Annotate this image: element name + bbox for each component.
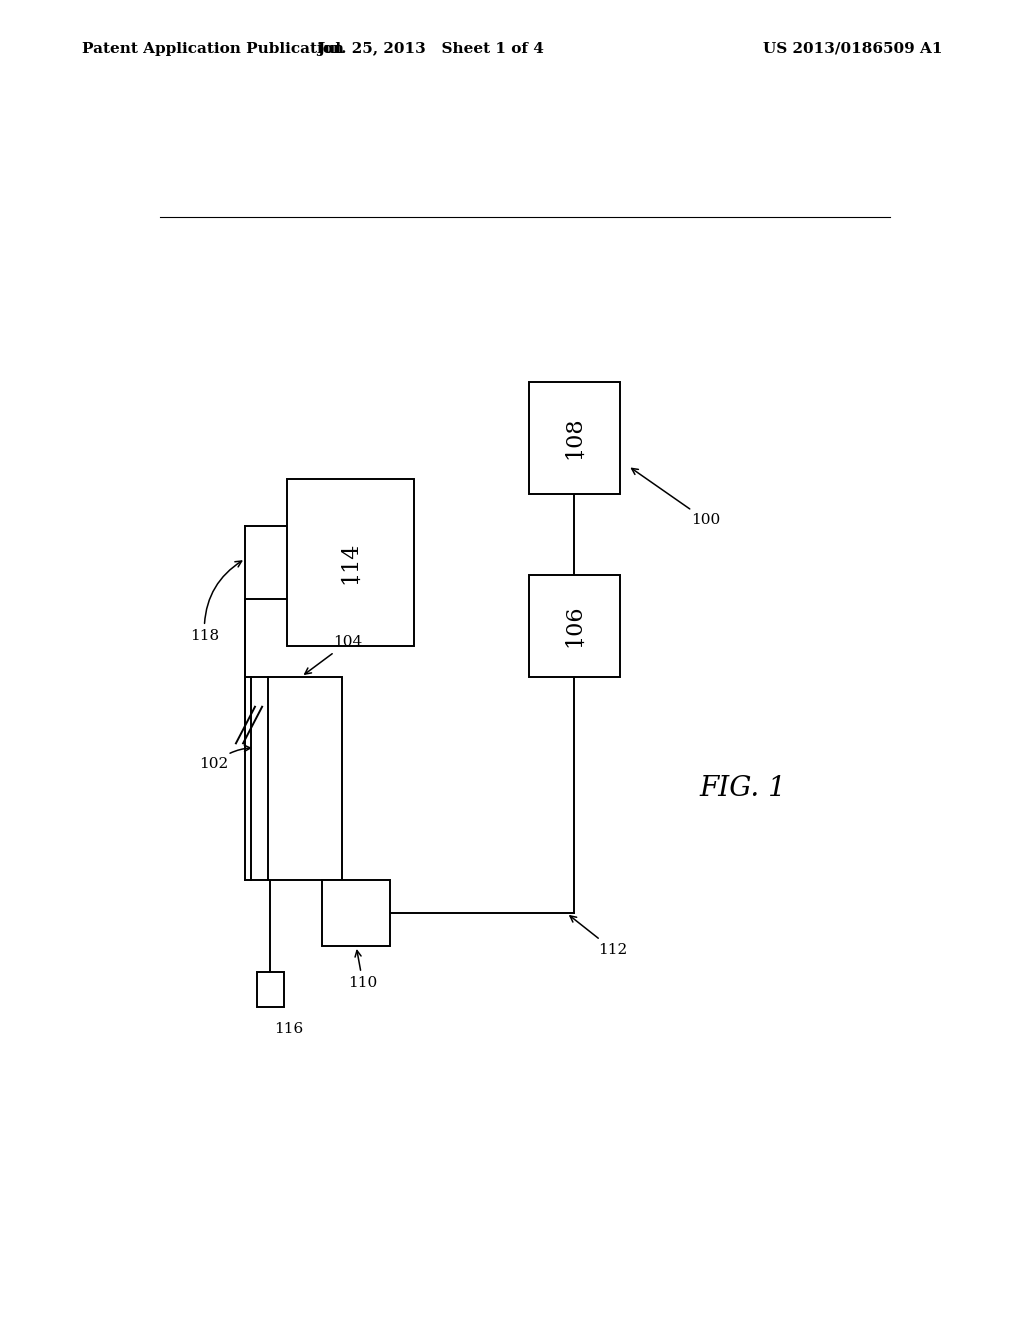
Bar xyxy=(528,381,621,494)
Text: 110: 110 xyxy=(348,950,378,990)
Bar xyxy=(287,479,414,647)
Bar xyxy=(323,880,390,946)
Text: 118: 118 xyxy=(189,561,242,643)
Bar xyxy=(257,972,285,1007)
Text: 108: 108 xyxy=(563,417,586,459)
Text: FIG. 1: FIG. 1 xyxy=(699,775,786,803)
Text: 116: 116 xyxy=(274,1022,304,1036)
Bar xyxy=(251,677,342,880)
Text: US 2013/0186509 A1: US 2013/0186509 A1 xyxy=(763,42,942,55)
Bar xyxy=(528,576,621,677)
Text: 114: 114 xyxy=(339,541,361,583)
Text: 102: 102 xyxy=(200,746,251,771)
Text: Jul. 25, 2013   Sheet 1 of 4: Jul. 25, 2013 Sheet 1 of 4 xyxy=(316,42,544,55)
Text: 106: 106 xyxy=(563,605,586,647)
Text: 112: 112 xyxy=(570,916,628,957)
Text: Patent Application Publication: Patent Application Publication xyxy=(82,42,344,55)
Text: 100: 100 xyxy=(632,469,721,527)
Text: 104: 104 xyxy=(305,635,362,675)
